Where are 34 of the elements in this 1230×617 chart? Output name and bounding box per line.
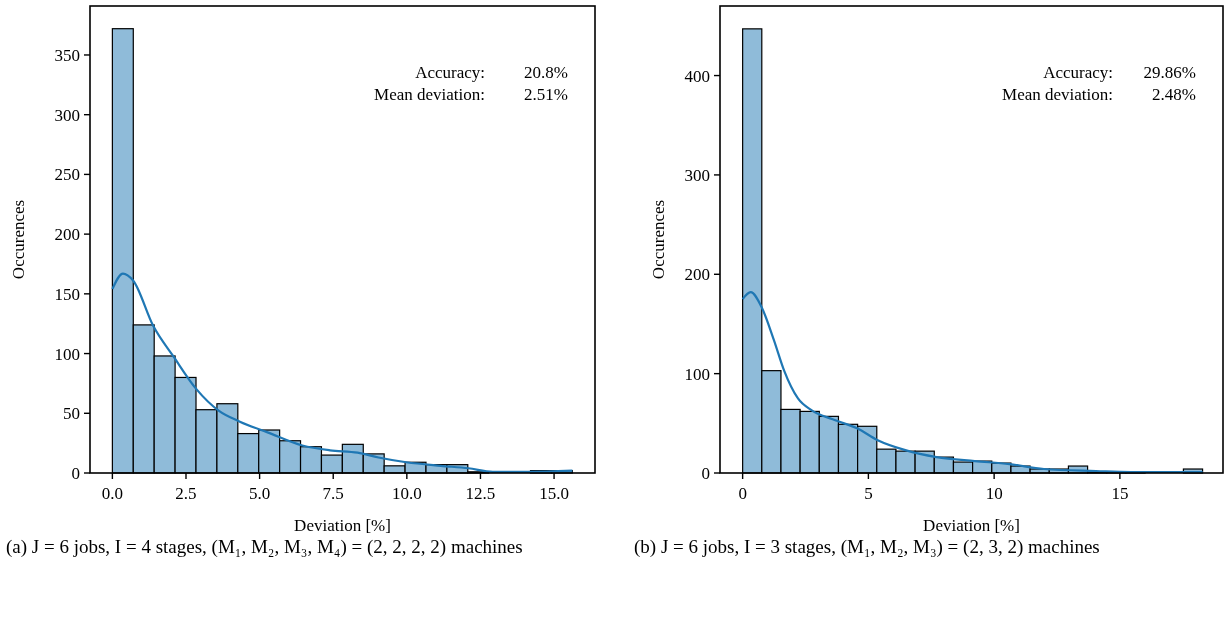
y-tick-label: 100	[54, 344, 80, 364]
y-tick-label: 200	[54, 225, 80, 245]
x-tick-label: 0.0	[101, 484, 123, 503]
text: Accuracy: 20.8%	[415, 63, 568, 82]
x-tick-label: 10.0	[391, 484, 422, 503]
y-tick-label: 350	[54, 45, 80, 65]
y-tick-label: 100	[684, 364, 710, 384]
y-tick-label: 400	[684, 66, 710, 86]
y-tick-label: 150	[54, 284, 80, 304]
text: Accuracy: 29.86%	[1043, 63, 1196, 82]
text: (b) J = 6 jobs, I = 3 stages, (M₁, M₂, M₃) = (2, 3, 2) machines	[634, 536, 1100, 558]
x-tick-label: 15	[1111, 484, 1129, 503]
x-tick-label: 15.0	[539, 484, 569, 503]
y-tick-label: 0	[701, 463, 710, 483]
y-tick-label: 50	[63, 404, 80, 424]
y-axis-title: Occurences	[649, 199, 668, 280]
text: Mean deviation: 2.48%	[1002, 85, 1196, 104]
x-tick-label: 7.5	[322, 484, 344, 503]
y-tick-label: 200	[684, 265, 710, 285]
x-axis-title: Deviation [%]	[294, 516, 391, 535]
x-tick-label: 5	[864, 484, 873, 503]
y-tick-label: 300	[54, 105, 80, 125]
x-tick-label: 5.0	[248, 484, 271, 503]
x-axis-title: Deviation [%]	[923, 516, 1020, 535]
x-tick-label: 10	[985, 484, 1003, 503]
y-tick-label: 300	[684, 165, 710, 185]
y-axis-title: Occurences	[9, 199, 28, 280]
text: Mean deviation: 2.51%	[374, 85, 568, 104]
x-tick-label: 12.5	[465, 484, 496, 503]
x-tick-label: 0	[738, 484, 747, 503]
y-tick-label: 0	[71, 463, 80, 483]
text: (a) J = 6 jobs, I = 4 stages, (M₁, M₂, M₃, M₄) = (2, 2, 2, 2) machines	[6, 536, 523, 558]
x-tick-label: 2.5	[175, 484, 197, 503]
y-tick-label: 250	[54, 165, 80, 185]
